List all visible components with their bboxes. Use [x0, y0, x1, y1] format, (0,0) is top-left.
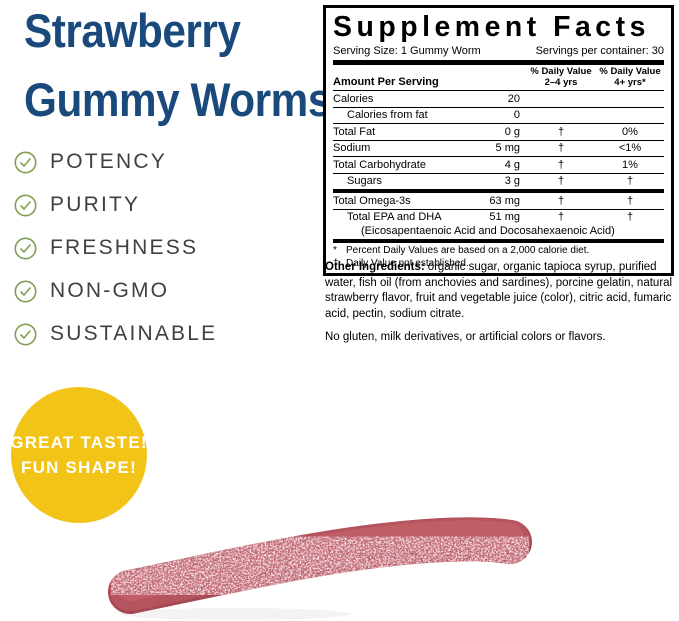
badge-line2: FUN SHAPE!	[21, 457, 137, 477]
supplement-facts-title: Supplement Facts	[333, 11, 650, 43]
nutrient-row-total-omega-3s: Total Omega-3s 63 mg † †	[333, 193, 664, 210]
daily-value-2-4-header: % Daily Value 2–4 yrs	[530, 66, 592, 88]
great-taste-badge: GREAT TASTE! FUN SHAPE!	[10, 387, 148, 523]
nutrient-row-calories: Calories 20	[333, 91, 664, 108]
gummy-worm-image	[108, 517, 532, 620]
nutrient-row-total-fat: Total Fat 0 g † 0%	[333, 124, 664, 141]
check-circle-icon	[14, 237, 37, 260]
other-ingredients: Other Ingredients: organic sugar, organic…	[325, 260, 677, 322]
supplement-facts-panel: Supplement Facts Serving Size: 1 Gummy W…	[323, 5, 674, 276]
checklist-label: PURITY	[50, 193, 141, 216]
checklist-item-sustainable: SUSTAINABLE	[14, 322, 217, 346]
serving-info: Serving Size: 1 Gummy Worm Servings per …	[333, 44, 664, 58]
nutrient-row-sodium: Sodium 5 mg † <1%	[333, 141, 664, 157]
facts-column-headers: Amount Per Serving % Daily Value 2–4 yrs…	[333, 66, 664, 91]
servings-per-container: Servings per container: 30	[535, 45, 664, 57]
nutrient-row-epa-dha: Total EPA and DHA 51 mg † †	[347, 211, 634, 223]
product-title: Strawberry Gummy Worms	[24, 0, 331, 134]
footnote-daily-values: * Percent Daily Values are based on a 2,…	[333, 244, 590, 256]
nutrient-row-calories-from-fat: Calories from fat 0	[333, 108, 664, 124]
nutrient-row-sugars: Sugars 3 g † †	[333, 174, 664, 193]
checklist-item-non-gmo: NON-GMO	[14, 279, 217, 303]
daily-value-4plus-header: % Daily Value 4+ yrs*	[599, 66, 661, 88]
allergen-note: No gluten, milk derivatives, or artifici…	[325, 331, 606, 343]
double-rule-divider	[333, 60, 664, 65]
checklist-label: FRESHNESS	[50, 236, 199, 259]
checklist-label: POTENCY	[50, 150, 167, 173]
ingredients-section: Other Ingredients: organic sugar, organic…	[325, 260, 677, 346]
footnote-dv-not-established: † Daily Value not established.	[333, 257, 469, 269]
amount-per-serving-header: Amount Per Serving	[333, 76, 439, 88]
checklist-item-purity: PURITY	[14, 193, 217, 217]
nutrient-subrow-epa-dha-expansion: (Eicosapentaenoic Acid and Docosahexaeno…	[333, 225, 664, 243]
check-circle-icon	[14, 151, 37, 174]
check-circle-icon	[14, 323, 37, 346]
product-title-line2: Gummy Worms	[24, 73, 331, 126]
badge-line1: GREAT TASTE!	[10, 432, 148, 452]
product-title-line1: Strawberry	[24, 4, 241, 57]
checklist-label: NON-GMO	[50, 279, 170, 302]
checklist-item-potency: POTENCY	[14, 150, 217, 174]
other-ingredients-label: Other Ingredients:	[325, 261, 425, 273]
checklist-item-freshness: FRESHNESS	[14, 236, 217, 260]
check-circle-icon	[14, 280, 37, 303]
nutrient-row-total-carbohydrate: Total Carbohydrate 4 g † 1%	[333, 157, 664, 174]
feature-checklist: POTENCY PURITY FRESHNESS NON-GMO SUSTAIN…	[14, 150, 217, 346]
checklist-label: SUSTAINABLE	[50, 322, 218, 345]
serving-size: Serving Size: 1 Gummy Worm	[333, 45, 481, 57]
other-ingredients-text: organic sugar, organic tapioca syrup, pu…	[325, 261, 673, 320]
check-circle-icon	[14, 194, 37, 217]
